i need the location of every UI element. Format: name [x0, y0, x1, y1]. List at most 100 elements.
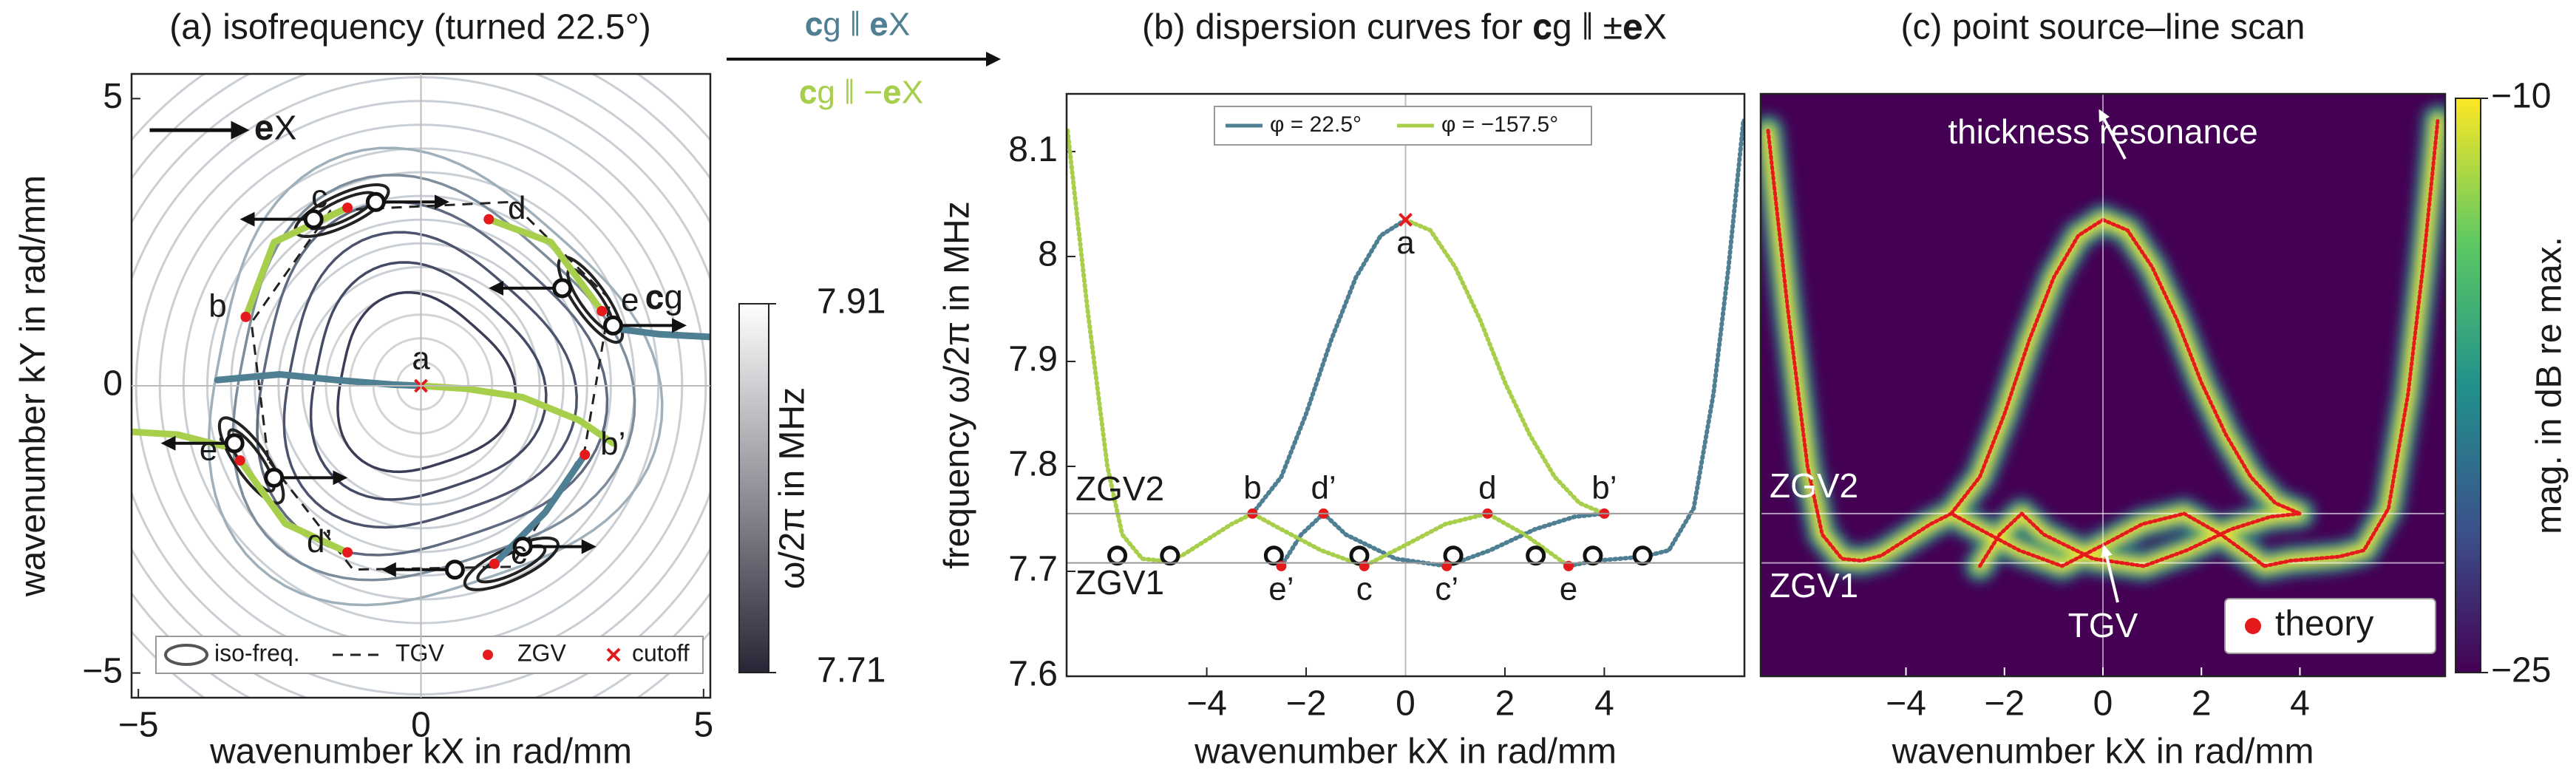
plot-frame: [1759, 92, 2447, 678]
tgv-point: [444, 559, 465, 580]
tgv-point: [1160, 545, 1180, 566]
point-label: d’: [307, 523, 332, 559]
tgv-point: [1349, 545, 1370, 566]
point-label: d: [1478, 470, 1496, 506]
tgv-point: [1107, 545, 1128, 566]
x-tick-label: 5: [693, 706, 713, 745]
legend-label: TGV: [395, 639, 444, 666]
colorbar-tick-label: −25: [2491, 651, 2551, 690]
legend-swatch: [164, 644, 208, 666]
plot-frame: [1065, 92, 1746, 678]
y-axis-label: wavenumber kY in rad/mm: [14, 175, 53, 597]
x-tick-label: 2: [2192, 684, 2212, 724]
point-label: c: [311, 179, 327, 215]
point-label: e’: [200, 432, 225, 468]
zgv-point: [342, 203, 353, 214]
x-axis-label: wavenumber kX in rad/mm: [1892, 732, 2314, 772]
zgv-point: [597, 305, 608, 316]
tgv-point: [512, 537, 533, 557]
colorbar-tick-label: −10: [2491, 77, 2551, 116]
y-tick-label: 8: [1038, 235, 1058, 274]
zgv-point: [580, 449, 591, 460]
colorbar-label: ω/2π in MHz: [773, 387, 812, 589]
point-label: d: [508, 190, 526, 226]
x-tick-label: 0: [411, 706, 431, 745]
point-label: b’: [1591, 470, 1617, 506]
plot-area: [1067, 118, 1744, 571]
dispersion-curve: [214, 324, 710, 568]
colorbar-tick-label: 7.91: [817, 282, 886, 322]
chart-title: (b) dispersion curves for 𝐜g ∥ ±𝐞X: [1142, 8, 1667, 47]
tgv-point: [303, 209, 324, 230]
point-label: b: [1243, 470, 1261, 506]
arrow-label: 𝐜g ∥ 𝐞X: [805, 7, 911, 43]
legend-swatch: [2245, 618, 2261, 634]
tgv-point: [224, 433, 245, 454]
tgv-point: [602, 315, 623, 336]
legend-label: ZGV: [517, 639, 566, 666]
colorbar-tick-label: 7.71: [817, 651, 886, 690]
zgv-label: ZGV2: [1770, 466, 1858, 505]
point-label: d’: [1311, 470, 1336, 506]
legend-label: cutoff: [632, 639, 690, 666]
tgv-point: [1583, 545, 1603, 566]
y-axis-label: frequency ω/2π in MHz: [938, 201, 977, 568]
legend-swatch: [606, 647, 621, 662]
chart-title: (a) isofrequency (turned 22.5°): [169, 8, 651, 47]
tgv-point: [1632, 545, 1653, 566]
point-label: e: [1560, 571, 1577, 608]
y-tick-label: 5: [103, 77, 123, 116]
colorbar: [2455, 98, 2481, 673]
dispersion-curve: [1067, 129, 1606, 568]
dispersion-curve: [132, 204, 616, 556]
x-tick-label: 4: [2290, 684, 2310, 724]
zgv-point: [483, 214, 495, 225]
y-tick-label: 7.9: [1008, 340, 1058, 379]
point-label: e’: [1268, 571, 1294, 608]
x-tick-label: −4: [1186, 684, 1227, 724]
zgv-label: ZGV1: [1075, 563, 1164, 602]
tgv-point: [1443, 545, 1464, 566]
annotation: TGV: [2068, 606, 2138, 644]
point-label: b: [208, 288, 226, 324]
x-tick-label: −4: [1886, 684, 1926, 724]
y-tick-label: 7.8: [1008, 445, 1058, 484]
legend-label: φ = 22.5°: [1270, 112, 1362, 137]
zgv-point: [342, 547, 353, 558]
zgv-point: [489, 558, 500, 569]
tgv-point: [264, 467, 285, 488]
legend-box: [2224, 598, 2436, 654]
x-tick-label: 0: [1396, 684, 1416, 724]
point-label: c’: [1435, 571, 1458, 608]
y-tick-label: −5: [82, 651, 123, 690]
x-axis-label: wavenumber kX in rad/mm: [209, 732, 632, 772]
colorbar-label: mag. in dB re max.: [2530, 237, 2569, 534]
x-tick-label: 0: [2093, 684, 2113, 724]
arrow-label: 𝐜g ∥ −𝐞X: [799, 75, 923, 111]
point-label: a: [1396, 225, 1415, 261]
direction-label: 𝐞X: [254, 108, 297, 146]
annotation-arrow: [2098, 109, 2127, 160]
point-label: c: [1356, 571, 1373, 608]
zgv-point: [234, 455, 245, 466]
zgv-label: ZGV1: [1770, 566, 1858, 605]
y-tick-label: 7.6: [1008, 655, 1058, 694]
x-axis-label: wavenumber kX in rad/mm: [1194, 732, 1617, 772]
y-tick-label: 8.1: [1008, 130, 1058, 169]
tgv-point: [1263, 545, 1284, 566]
y-tick-label: 7.7: [1008, 550, 1058, 589]
legend-label: theory: [2275, 605, 2373, 644]
x-tick-label: 2: [1495, 684, 1515, 724]
cutoff-point: [1399, 212, 1413, 227]
x-tick-label: −2: [1286, 684, 1327, 724]
legend-swatch: [483, 650, 493, 660]
y-tick-label: 0: [103, 364, 123, 404]
point-label: b’: [600, 426, 625, 462]
iso-frequency-contour: [217, 416, 285, 505]
legend-label: iso-freq.: [214, 639, 300, 666]
point-label: c’: [511, 535, 534, 571]
tgv-point: [1526, 545, 1546, 566]
zgv-point: [240, 311, 251, 322]
